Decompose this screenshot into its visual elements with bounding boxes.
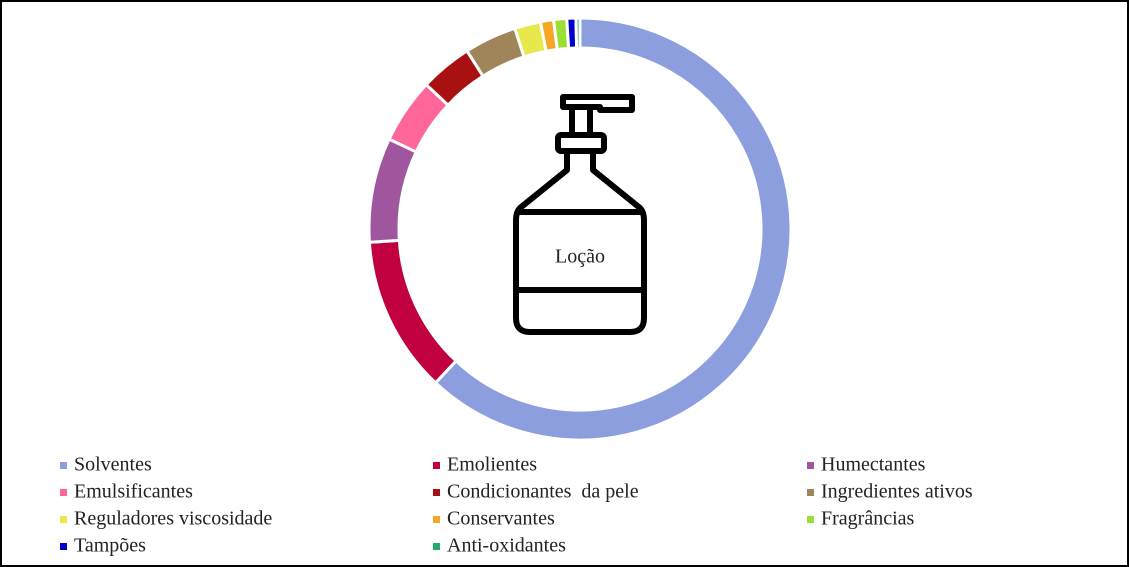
bottle-icon [513,94,647,335]
legend-label: Solventes [74,454,152,476]
legend-label: Emolientes [447,454,537,476]
legend-label: Anti-oxidantes [447,535,566,557]
center-label: Loção [555,246,605,268]
legend-swatch [433,516,440,523]
legend-swatch [807,489,814,496]
donut-slice [433,16,793,442]
legend-label: Fragrâncias [821,508,915,530]
legend-label: Emulsificantes [74,481,193,503]
legend: Solventes Emolientes Humectantes Emulsifica… [60,454,973,557]
legend-label: Reguladores viscosidade [74,508,272,530]
legend-swatch [433,489,440,496]
legend-swatch [60,462,67,469]
legend-swatch [60,489,67,496]
legend-label: Tampões [74,535,146,557]
legend-swatch [433,543,440,550]
legend-swatch [807,516,814,523]
legend-label: Humectantes [821,454,926,476]
legend-label: Condicionantes da pele [447,481,639,503]
legend-swatch [807,462,814,469]
donut [367,16,793,442]
donut-slice [574,16,582,50]
legend-swatch [433,462,440,469]
legend-swatch [60,543,67,550]
legend-swatch [60,516,67,523]
legend-label: Ingredientes ativos [821,481,973,503]
legend-label: Conservantes [447,508,555,530]
